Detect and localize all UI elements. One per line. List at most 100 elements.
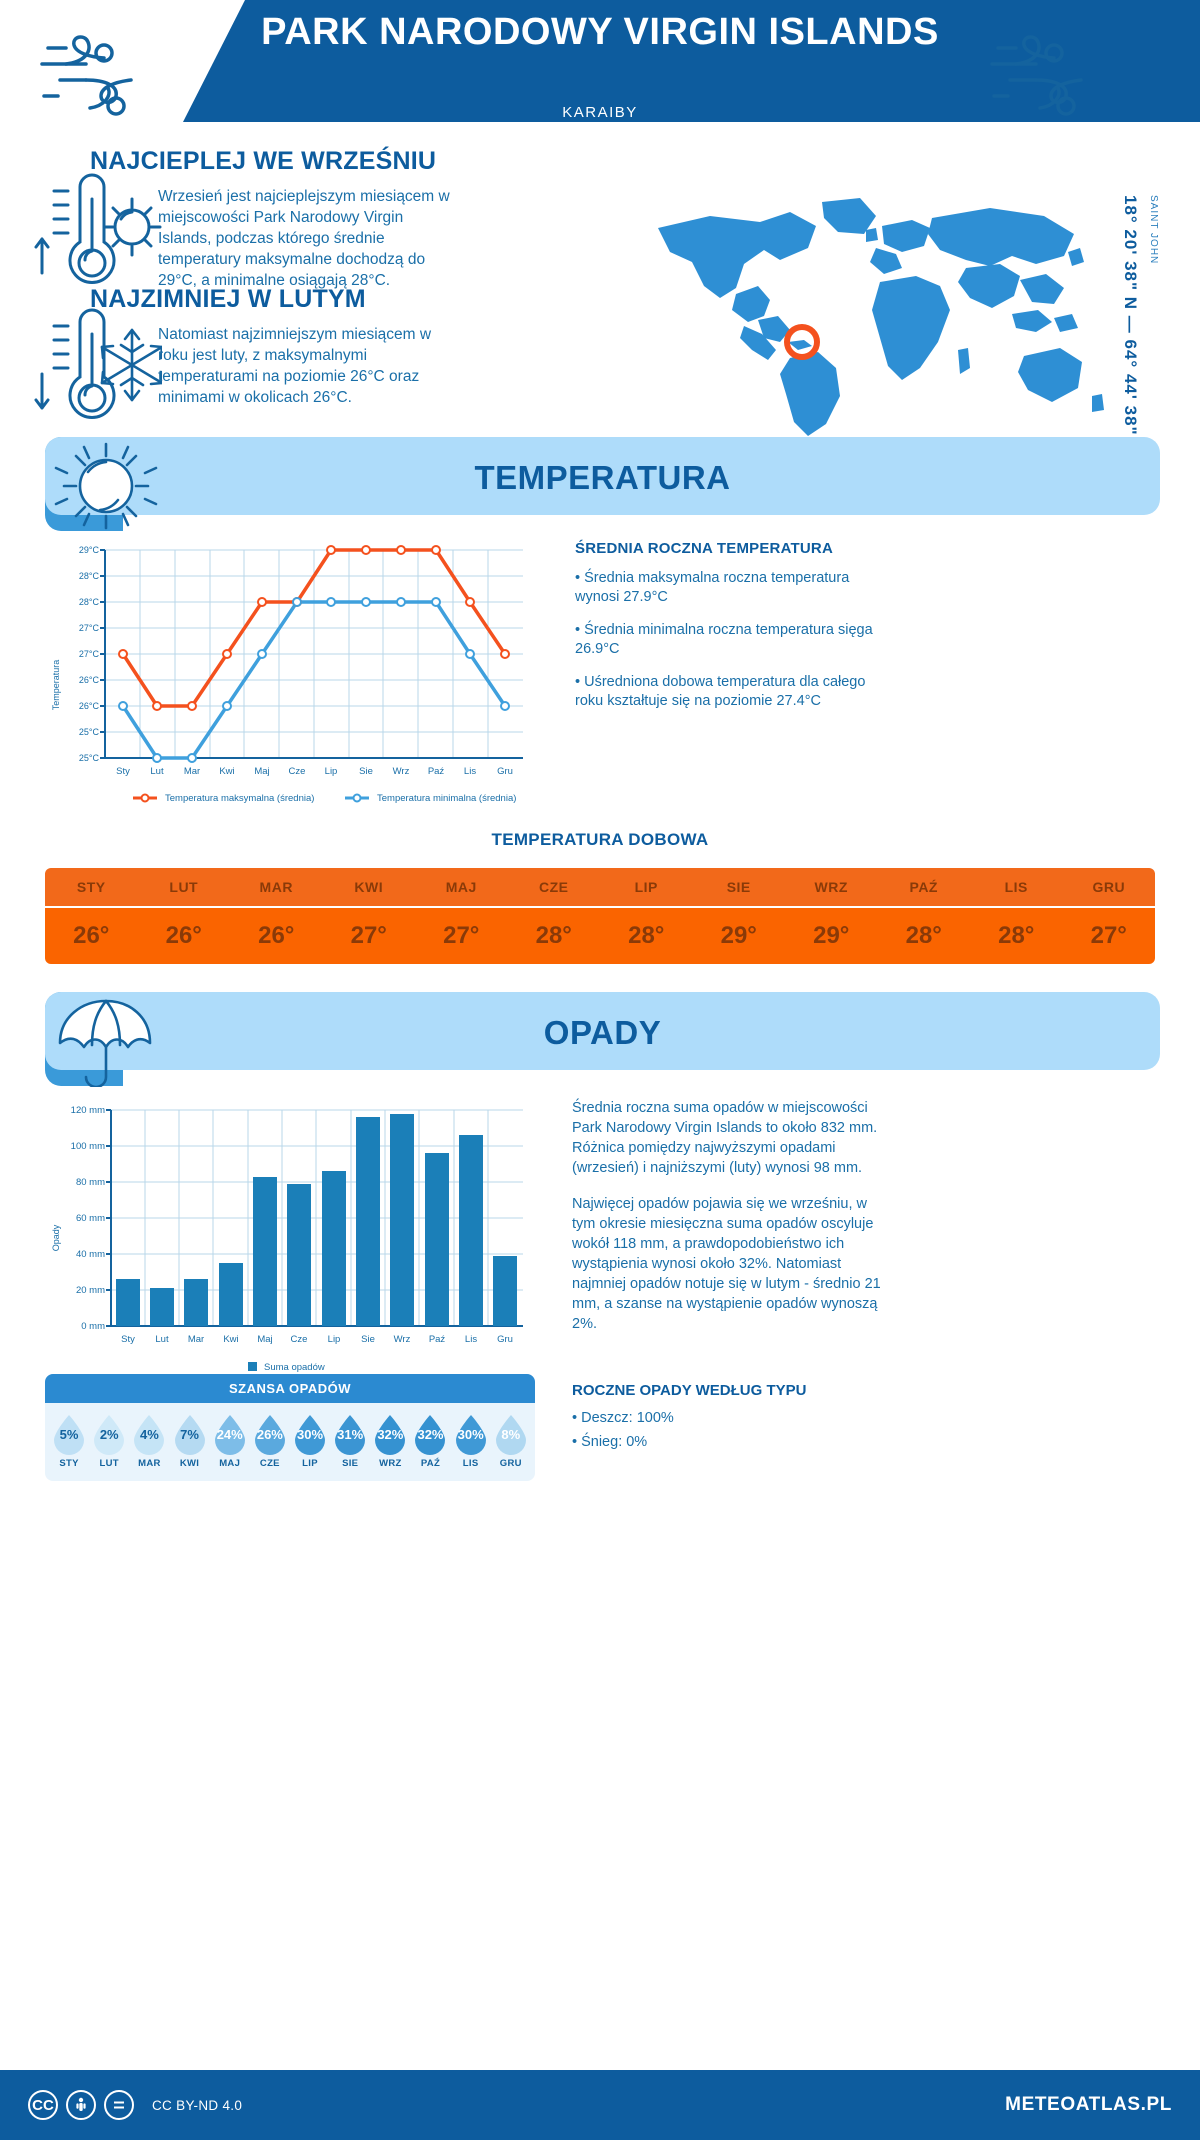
temperature-summary-head: ŚREDNIA ROCZNA TEMPERATURA	[575, 540, 833, 557]
precip-chance-item: 32% WRZ	[372, 1413, 408, 1469]
precip-chance-month: LIP	[302, 1458, 318, 1469]
precip-chance-item: 31% SIE	[332, 1413, 368, 1469]
svg-text:Gru: Gru	[497, 766, 513, 777]
svg-text:Paź: Paź	[429, 1334, 446, 1345]
svg-text:Sty: Sty	[121, 1334, 135, 1345]
daily-temp-title: TEMPERATURA DOBOWA	[491, 830, 709, 849]
water-drop-icon: 4%	[131, 1413, 167, 1455]
svg-text:26°C: 26°C	[79, 675, 100, 685]
precip-chance-item: 30% LIP	[292, 1413, 328, 1469]
page-title: PARK NARODOWY VIRGIN ISLANDS	[261, 11, 939, 53]
precip-chance-month: LIS	[462, 1458, 479, 1469]
header: PARK NARODOWY VIRGIN ISLANDS KARAIBY	[0, 0, 1200, 160]
svg-text:28°C: 28°C	[79, 597, 100, 607]
svg-text:29°C: 29°C	[79, 545, 100, 555]
precip-chance-drops: 5% STY 2% LUT 4% MAR 7% KWI 24% MAJ 26% CZE 30% LIP 31…	[45, 1403, 535, 1481]
daily-temp-value-5: 27°	[415, 907, 508, 964]
legend-precip-label: Suma opadów	[264, 1362, 325, 1373]
svg-text:Sie: Sie	[361, 1334, 375, 1345]
daily-temp-value-9: 29°	[785, 907, 878, 964]
precip-chance-month: STY	[59, 1458, 79, 1469]
daily-temp-header-row: STY LUT MAR KWI MAJ CZE LIP SIE WRZ PAŹ LIS GRU	[45, 868, 1155, 908]
coordinates-sublabel: SAINT JOHN	[1148, 195, 1159, 265]
daily-temp-value-6: 28°	[507, 907, 600, 964]
svg-text:80 mm: 80 mm	[76, 1177, 105, 1188]
header-band	[183, 0, 1200, 122]
precip-chance-item: 30% LIS	[453, 1413, 489, 1469]
svg-text:Lis: Lis	[464, 766, 476, 777]
precip-chance-month: LUT	[99, 1458, 119, 1469]
svg-text:Mar: Mar	[188, 1334, 204, 1345]
svg-text:Maj: Maj	[254, 766, 269, 777]
svg-text:Lut: Lut	[150, 766, 164, 777]
precip-paragraph-1: Średnia roczna suma opadów w miejscowośc…	[572, 1100, 878, 1176]
daily-temp-month-2: LUT	[137, 868, 230, 908]
precip-chance-item: 4% MAR	[131, 1413, 167, 1469]
page-subtitle: KARAIBY	[562, 104, 638, 121]
daily-temp-value-row: 26° 26° 26° 27° 27° 28° 28° 29° 29° 28° 28° 27°	[45, 907, 1155, 964]
svg-text:25°C: 25°C	[79, 727, 100, 737]
daily-temp-month-8: SIE	[692, 868, 785, 908]
precip-banner: OPADY	[45, 992, 1160, 1070]
svg-text:60 mm: 60 mm	[76, 1213, 105, 1224]
precip-chance-month: SIE	[342, 1458, 359, 1469]
location-marker-icon	[784, 324, 820, 360]
daily-temp-value-3: 26°	[230, 907, 323, 964]
daily-temp-month-10: PAŹ	[877, 868, 970, 908]
svg-text:Kwi: Kwi	[219, 766, 234, 777]
svg-text:Lip: Lip	[325, 766, 338, 777]
svg-text:Lip: Lip	[328, 1334, 341, 1345]
water-drop-icon: 26%	[252, 1413, 288, 1455]
precip-chance-month: GRU	[499, 1458, 522, 1469]
warmest-text: Wrzesień jest najcieplejszym miesiącem w…	[158, 188, 450, 289]
thermometer-snowflake-icon	[34, 308, 162, 419]
svg-text:27°C: 27°C	[79, 623, 100, 633]
precip-chance-item: 8% GRU	[493, 1413, 529, 1469]
svg-text:Lut: Lut	[155, 1334, 169, 1345]
daily-temp-month-7: LIP	[600, 868, 693, 908]
water-drop-icon: 8%	[493, 1413, 529, 1455]
daily-temp-value-2: 26°	[137, 907, 230, 964]
svg-text:Maj: Maj	[257, 1334, 272, 1345]
water-drop-icon: 32%	[412, 1413, 448, 1455]
water-drop-icon: 32%	[372, 1413, 408, 1455]
daily-temp-value-1: 26°	[45, 907, 138, 964]
daily-temp-value-10: 28°	[877, 907, 970, 964]
daily-temp-month-12: GRU	[1062, 868, 1155, 908]
rain-type-item-1: • Deszcz: 100%	[572, 1410, 674, 1426]
water-drop-icon: 30%	[453, 1413, 489, 1455]
precip-chance-month: PAŹ	[420, 1458, 441, 1469]
svg-text:Mar: Mar	[184, 766, 200, 777]
svg-text:40 mm: 40 mm	[76, 1249, 105, 1260]
daily-temp-table: STY LUT MAR KWI MAJ CZE LIP SIE WRZ PAŹ LIS GRU 26°…	[45, 868, 1155, 964]
umbrella-icon	[58, 999, 152, 1087]
water-drop-icon: 30%	[292, 1413, 328, 1455]
intro-section: NAJCIEPLEJ WE WRZEŚNIU Wrzesień jest naj…	[0, 147, 1200, 575]
precip-chance-month: MAJ	[219, 1458, 241, 1469]
precip-paragraph-2: Najwięcej opadów pojawia się we wrześniu…	[572, 1196, 881, 1332]
site-name: METEOATLAS.PL	[1005, 2094, 1172, 2115]
temperature-banner-title: TEMPERATURA	[474, 459, 731, 496]
temperature-summary-item-3: • Uśredniona dobowa temperatura dla całe…	[575, 674, 866, 709]
precip-chance-item: 7% KWI	[172, 1413, 208, 1469]
daily-temp-month-1: STY	[45, 868, 138, 908]
daily-temp-value-7: 28°	[600, 907, 693, 964]
svg-text:20 mm: 20 mm	[76, 1285, 105, 1296]
wind-icon-right	[990, 35, 1083, 116]
daily-temp-value-4: 27°	[322, 907, 415, 964]
warmest-title: NAJCIEPLEJ WE WRZEŚNIU	[90, 147, 437, 175]
svg-text:100 mm: 100 mm	[71, 1141, 105, 1152]
temperature-banner: TEMPERATURA	[45, 437, 1160, 515]
precip-bars	[116, 1114, 517, 1326]
daily-temp-month-9: WRZ	[785, 868, 878, 908]
temperature-chart: Temperatura	[45, 535, 555, 815]
coldest-text: Natomiast najzimniejszym miesiącem w rok…	[158, 326, 432, 406]
water-drop-icon: 2%	[91, 1413, 127, 1455]
temperature-summary: ŚREDNIA ROCZNA TEMPERATURA • Średnia mak…	[575, 540, 895, 725]
svg-text:Sie: Sie	[359, 766, 373, 777]
water-drop-icon: 5%	[51, 1413, 87, 1455]
daily-temp-month-11: LIS	[970, 868, 1063, 908]
thermometer-sun-icon	[34, 173, 162, 284]
svg-text:Cze: Cze	[289, 766, 306, 777]
